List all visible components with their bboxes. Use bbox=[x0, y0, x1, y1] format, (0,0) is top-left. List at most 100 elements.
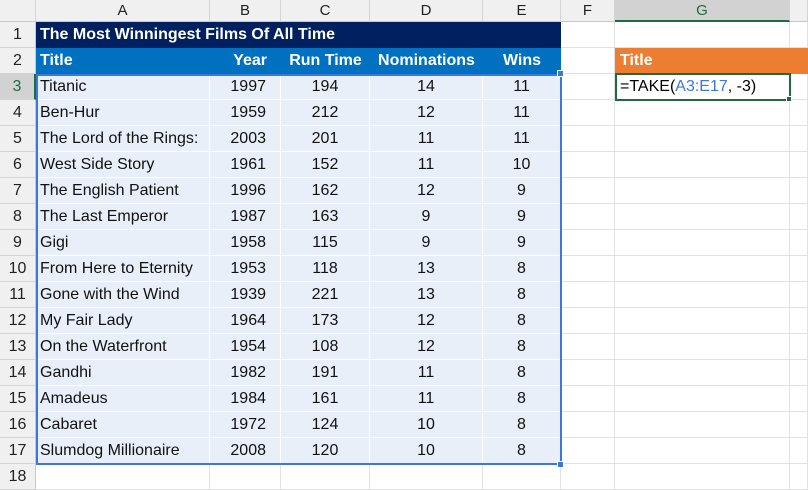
row-header-13[interactable]: 13 bbox=[0, 334, 36, 360]
table-cell[interactable]: 173 bbox=[281, 308, 370, 334]
grid-cell[interactable] bbox=[615, 100, 790, 126]
grid-cell[interactable] bbox=[561, 48, 615, 74]
grid-cell[interactable] bbox=[790, 100, 808, 126]
grid-cell[interactable] bbox=[790, 22, 808, 48]
row-header-16[interactable]: 16 bbox=[0, 412, 36, 438]
grid-cell[interactable] bbox=[615, 334, 790, 360]
grid-cell[interactable] bbox=[561, 464, 615, 490]
grid-cell[interactable] bbox=[790, 282, 808, 308]
table-cell[interactable]: 9 bbox=[483, 204, 561, 230]
grid-cell[interactable] bbox=[790, 360, 808, 386]
table-cell[interactable]: 162 bbox=[281, 178, 370, 204]
table-cell[interactable]: 2008 bbox=[210, 438, 281, 464]
row-header-18[interactable]: 18 bbox=[0, 464, 36, 490]
select-all-corner[interactable] bbox=[0, 0, 36, 22]
grid-cell[interactable] bbox=[790, 464, 808, 490]
table-cell[interactable]: 12 bbox=[370, 334, 483, 360]
table-cell[interactable]: 11 bbox=[370, 360, 483, 386]
grid-cell[interactable] bbox=[790, 126, 808, 152]
grid-cell[interactable] bbox=[615, 204, 790, 230]
grid-cell[interactable] bbox=[561, 334, 615, 360]
table-cell[interactable]: The Lord of the Rings: bbox=[36, 126, 210, 152]
grid-cell[interactable] bbox=[790, 178, 808, 204]
table-cell[interactable]: 9 bbox=[370, 230, 483, 256]
table-cell[interactable]: 1982 bbox=[210, 360, 281, 386]
row-header-17[interactable]: 17 bbox=[0, 438, 36, 464]
table-cell[interactable]: 12 bbox=[370, 178, 483, 204]
column-header-C[interactable]: C bbox=[281, 0, 370, 22]
table-cell[interactable]: Gone with the Wind bbox=[36, 282, 210, 308]
grid-cell[interactable] bbox=[561, 386, 615, 412]
row-header-6[interactable]: 6 bbox=[0, 152, 36, 178]
column-header-H[interactable] bbox=[790, 0, 808, 22]
table-cell[interactable]: 1958 bbox=[210, 230, 281, 256]
table-cell[interactable]: 212 bbox=[281, 100, 370, 126]
table-cell[interactable]: 1984 bbox=[210, 386, 281, 412]
table-cell[interactable]: 13 bbox=[370, 256, 483, 282]
table-cell[interactable]: 1954 bbox=[210, 334, 281, 360]
row-header-9[interactable]: 9 bbox=[0, 230, 36, 256]
grid-cell[interactable] bbox=[281, 464, 370, 490]
grid-cell[interactable] bbox=[790, 386, 808, 412]
grid-cell[interactable] bbox=[615, 360, 790, 386]
row-header-10[interactable]: 10 bbox=[0, 256, 36, 282]
formula-cell-g3[interactable]: =TAKE(A3:E17, -3) bbox=[615, 73, 791, 101]
output-header[interactable]: Title bbox=[615, 48, 808, 74]
table-cell[interactable]: 11 bbox=[483, 126, 561, 152]
grid-cell[interactable] bbox=[790, 256, 808, 282]
table-cell[interactable]: 8 bbox=[483, 386, 561, 412]
table-cell[interactable]: Cabaret bbox=[36, 412, 210, 438]
table-cell[interactable]: 118 bbox=[281, 256, 370, 282]
row-header-5[interactable]: 5 bbox=[0, 126, 36, 152]
grid-cell[interactable] bbox=[790, 230, 808, 256]
table-cell[interactable]: 8 bbox=[483, 360, 561, 386]
table-cell[interactable]: 124 bbox=[281, 412, 370, 438]
column-heading-run-time[interactable]: Run Time bbox=[281, 48, 370, 74]
table-cell[interactable]: 1972 bbox=[210, 412, 281, 438]
grid-cell[interactable] bbox=[561, 204, 615, 230]
table-cell[interactable]: 120 bbox=[281, 438, 370, 464]
column-header-A[interactable]: A bbox=[36, 0, 210, 22]
table-cell[interactable]: The Last Emperor bbox=[36, 204, 210, 230]
table-cell[interactable]: Titanic bbox=[36, 74, 210, 100]
grid-cell[interactable] bbox=[561, 178, 615, 204]
table-cell[interactable]: 161 bbox=[281, 386, 370, 412]
grid-cell[interactable] bbox=[790, 74, 808, 100]
grid-cell[interactable] bbox=[561, 256, 615, 282]
table-cell[interactable]: 1961 bbox=[210, 152, 281, 178]
table-cell[interactable]: On the Waterfront bbox=[36, 334, 210, 360]
grid-cell[interactable] bbox=[370, 464, 483, 490]
table-cell[interactable]: 11 bbox=[483, 100, 561, 126]
row-header-12[interactable]: 12 bbox=[0, 308, 36, 334]
grid-cell[interactable] bbox=[561, 438, 615, 464]
table-cell[interactable]: 201 bbox=[281, 126, 370, 152]
table-cell[interactable]: 13 bbox=[370, 282, 483, 308]
table-cell[interactable]: 10 bbox=[370, 412, 483, 438]
table-cell[interactable]: 8 bbox=[483, 412, 561, 438]
table-cell[interactable]: 10 bbox=[370, 438, 483, 464]
table-cell[interactable]: 108 bbox=[281, 334, 370, 360]
table-cell[interactable]: Ben-Hur bbox=[36, 100, 210, 126]
table-cell[interactable]: 9 bbox=[370, 204, 483, 230]
row-header-14[interactable]: 14 bbox=[0, 360, 36, 386]
column-heading-title[interactable]: Title bbox=[36, 48, 210, 74]
grid-cell[interactable] bbox=[561, 412, 615, 438]
table-cell[interactable]: 115 bbox=[281, 230, 370, 256]
grid-cell[interactable] bbox=[790, 152, 808, 178]
row-header-8[interactable]: 8 bbox=[0, 204, 36, 230]
column-header-E[interactable]: E bbox=[483, 0, 561, 22]
table-cell[interactable]: 1959 bbox=[210, 100, 281, 126]
table-cell[interactable]: Slumdog Millionaire bbox=[36, 438, 210, 464]
grid-cell[interactable] bbox=[790, 334, 808, 360]
grid-cell[interactable] bbox=[615, 438, 790, 464]
table-cell[interactable]: Gigi bbox=[36, 230, 210, 256]
table-cell[interactable]: 11 bbox=[370, 152, 483, 178]
grid-cell[interactable] bbox=[615, 230, 790, 256]
grid-cell[interactable] bbox=[561, 74, 615, 100]
range-handle-top-right[interactable] bbox=[557, 70, 564, 77]
table-cell[interactable]: 1996 bbox=[210, 178, 281, 204]
grid-cell[interactable] bbox=[615, 308, 790, 334]
grid-cell[interactable] bbox=[561, 230, 615, 256]
table-cell[interactable]: 221 bbox=[281, 282, 370, 308]
table-cell[interactable]: 1987 bbox=[210, 204, 281, 230]
